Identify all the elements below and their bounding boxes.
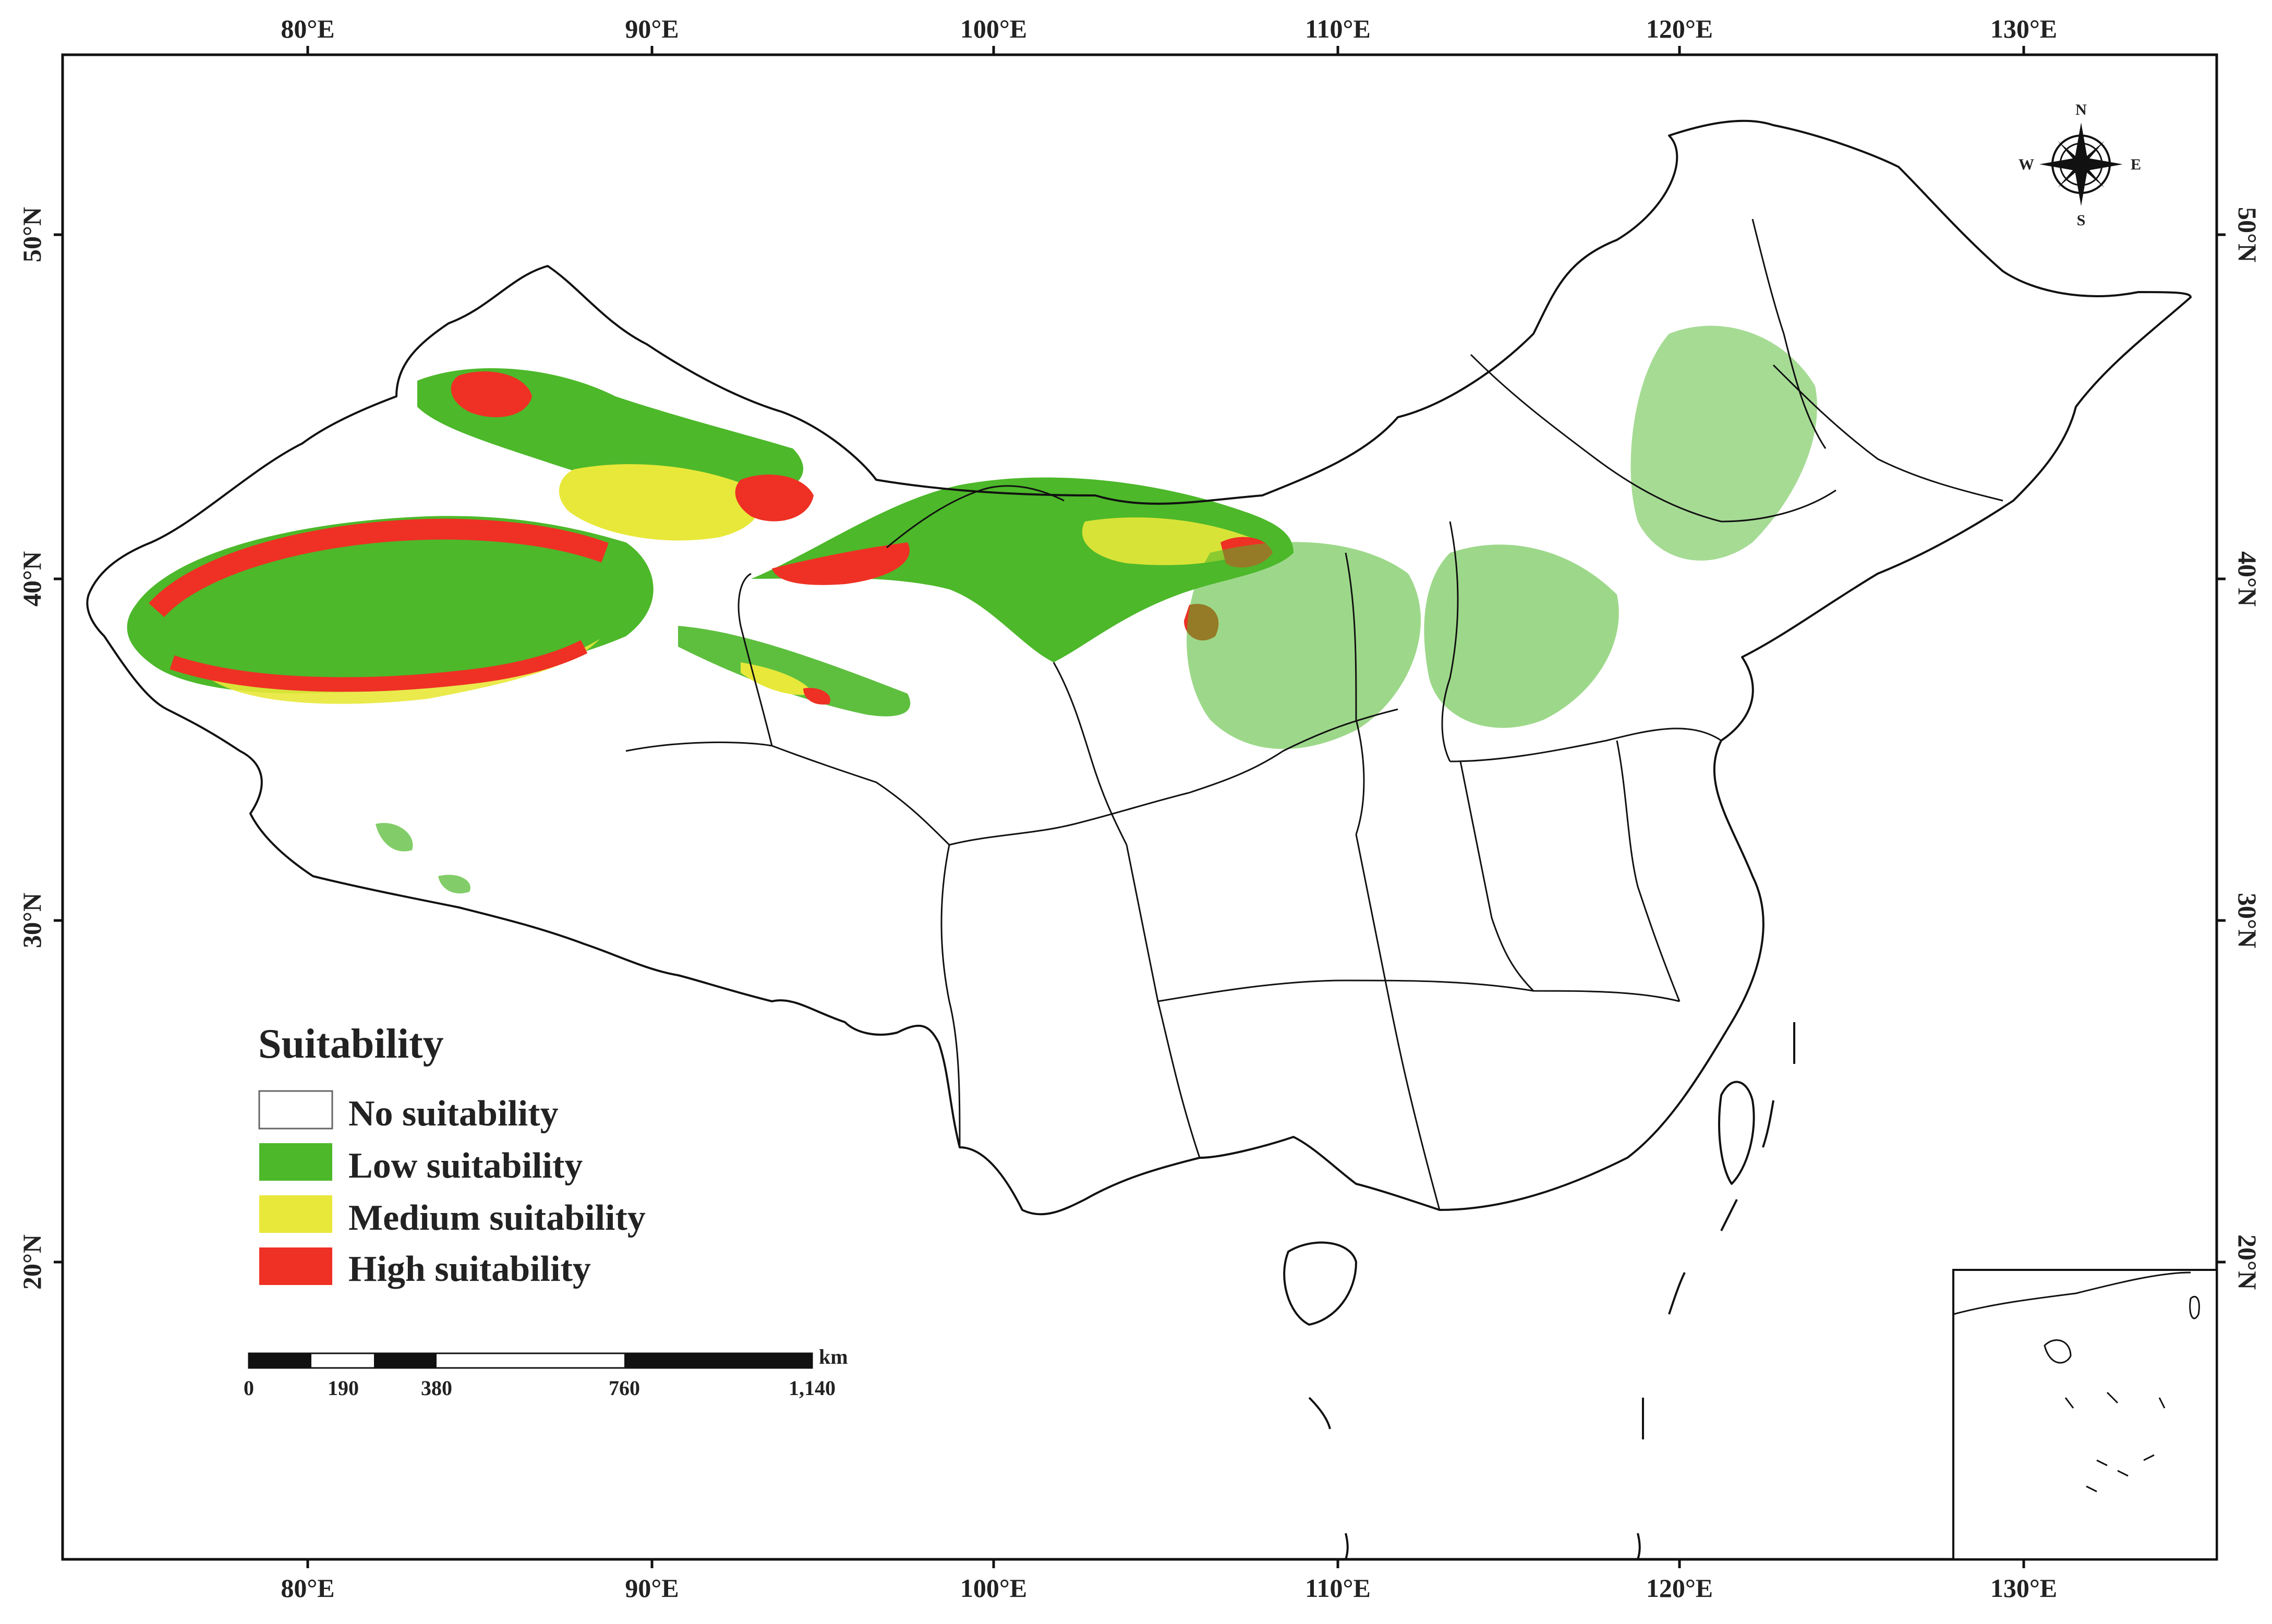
compass-s: S xyxy=(2077,212,2086,229)
legend-swatch-medium xyxy=(259,1195,332,1233)
right-tick-labels: 50°N 40°N 30°N 20°N xyxy=(2233,207,2262,1290)
compass-n: N xyxy=(2075,101,2087,118)
low-zone-north-china xyxy=(1424,544,1619,728)
legend-label-high: High suitability xyxy=(348,1249,591,1289)
right-tick-30n: 30°N xyxy=(2233,893,2262,948)
legend-label-medium: Medium suitability xyxy=(348,1198,646,1238)
scale-label-1140: 1,140 xyxy=(789,1376,836,1400)
high-zone-turpan xyxy=(735,475,814,522)
inset-south-china-sea xyxy=(1952,1269,2218,1560)
medium-zone-qaidam xyxy=(741,662,814,695)
low-zone-qaidam xyxy=(678,626,911,717)
scale-label-0: 0 xyxy=(244,1376,254,1400)
high-zone-tarim-ring xyxy=(149,518,609,617)
compass-e: E xyxy=(2131,156,2141,173)
legend-swatch-no xyxy=(258,1090,333,1130)
top-tick-labels: 80°E 90°E 100°E 110°E 120°E 130°E xyxy=(281,14,2057,43)
scale-unit: km xyxy=(819,1345,848,1368)
high-zone-tarim-south xyxy=(170,640,588,692)
frame-ticks xyxy=(54,46,2226,1568)
legend-label-no: No suitability xyxy=(348,1094,559,1134)
high-zone-qaidam xyxy=(803,688,830,705)
low-zone-tibet xyxy=(376,823,470,894)
nine-dash-line xyxy=(1308,1022,1796,1560)
legend-label-low: Low suitability xyxy=(348,1146,583,1186)
top-tick-100e: 100°E xyxy=(960,14,1027,43)
right-tick-20n: 20°N xyxy=(2233,1234,2262,1290)
suitability-layer xyxy=(127,325,1817,894)
legend-title: Suitability xyxy=(258,1021,444,1067)
north-arrow-compass: N S E W xyxy=(2019,101,2141,229)
legend-swatch-high xyxy=(259,1247,332,1285)
legend-swatch-low xyxy=(259,1143,332,1181)
top-tick-90e: 90°E xyxy=(625,14,679,43)
compass-w: W xyxy=(2019,156,2034,173)
bottom-tick-100e: 100°E xyxy=(960,1573,1027,1603)
province-borders xyxy=(625,219,2003,1210)
left-tick-20n: 20°N xyxy=(17,1234,46,1290)
scale-bar: km 0 190 380 760 1,140 xyxy=(244,1345,848,1400)
top-tick-80e: 80°E xyxy=(281,14,334,43)
high-zone-dzungaria xyxy=(451,371,532,417)
right-tick-40n: 40°N xyxy=(2233,551,2262,607)
legend: Suitability No suitability Low suitabili… xyxy=(258,1021,646,1289)
map-frame xyxy=(61,53,2218,1561)
left-tick-50n: 50°N xyxy=(17,207,46,262)
bottom-tick-120e: 120°E xyxy=(1646,1573,1713,1603)
left-tick-labels: 50°N 40°N 30°N 20°N xyxy=(17,207,46,1290)
scale-label-190: 190 xyxy=(328,1376,359,1400)
taiwan-island xyxy=(1718,1081,1755,1185)
scale-label-380: 380 xyxy=(421,1376,452,1400)
scale-label-760: 760 xyxy=(609,1376,640,1400)
bottom-tick-110e: 110°E xyxy=(1305,1573,1371,1603)
top-tick-130e: 130°E xyxy=(1990,14,2057,43)
low-zone-loess xyxy=(1187,542,1421,749)
high-zone-hexi xyxy=(772,542,910,585)
hainan-island xyxy=(1283,1241,1357,1326)
right-tick-50n: 50°N xyxy=(2233,207,2262,262)
bottom-tick-130e: 130°E xyxy=(1990,1573,2057,1603)
bottom-tick-80e: 80°E xyxy=(281,1573,334,1603)
bottom-tick-labels: 80°E 90°E 100°E 110°E 120°E 130°E xyxy=(281,1573,2057,1603)
low-zone-northeast xyxy=(1630,325,1817,561)
top-tick-120e: 120°E xyxy=(1646,14,1713,43)
china-border xyxy=(86,119,2192,1216)
left-tick-30n: 30°N xyxy=(17,893,46,948)
top-tick-110e: 110°E xyxy=(1305,14,1371,43)
left-tick-40n: 40°N xyxy=(17,551,46,607)
medium-zone-dzungaria xyxy=(559,464,760,541)
bottom-tick-90e: 90°E xyxy=(625,1573,679,1603)
